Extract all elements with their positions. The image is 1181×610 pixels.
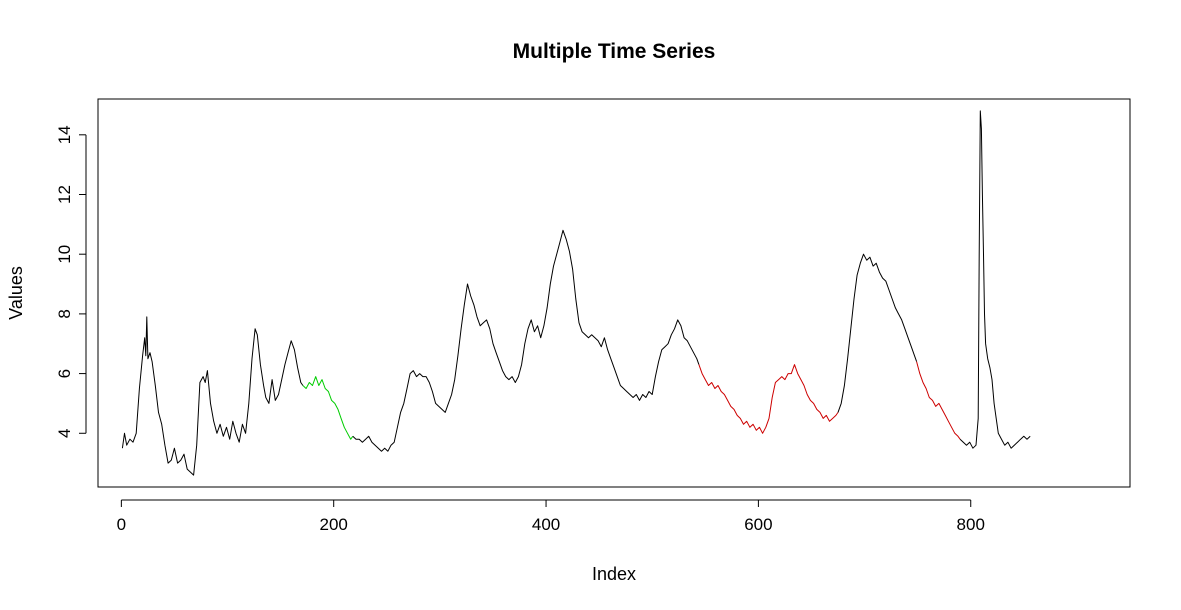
y-tick-label: 6 <box>55 369 74 378</box>
series-layer <box>121 110 1031 476</box>
y-axis-label: Values <box>6 266 26 320</box>
x-tick-label: 200 <box>320 515 348 534</box>
y-tick-label: 8 <box>55 309 74 318</box>
x-tick-label: 0 <box>117 515 126 534</box>
series-line-2 <box>302 376 354 440</box>
x-tick-label: 600 <box>744 515 772 534</box>
series-line-3 <box>352 229 700 452</box>
x-axis-label: Index <box>592 564 636 584</box>
y-axis: 4 6 8 10 12 14 <box>55 125 87 438</box>
chart-title: Multiple Time Series <box>513 40 716 63</box>
x-axis: 0 200 400 600 800 <box>117 499 985 534</box>
series-line-1 <box>121 316 304 476</box>
y-tick-label: 10 <box>55 245 74 264</box>
y-tick-label: 14 <box>55 125 74 144</box>
series-line-5 <box>837 253 918 413</box>
y-tick-label: 4 <box>55 429 74 438</box>
series-line-4 <box>698 364 839 434</box>
y-tick-label: 12 <box>55 185 74 204</box>
series-line-6 <box>916 361 961 440</box>
x-tick-label: 800 <box>957 515 985 534</box>
plot-frame <box>97 98 1131 488</box>
x-tick-label: 400 <box>532 515 560 534</box>
series-line-7 <box>959 110 1031 449</box>
